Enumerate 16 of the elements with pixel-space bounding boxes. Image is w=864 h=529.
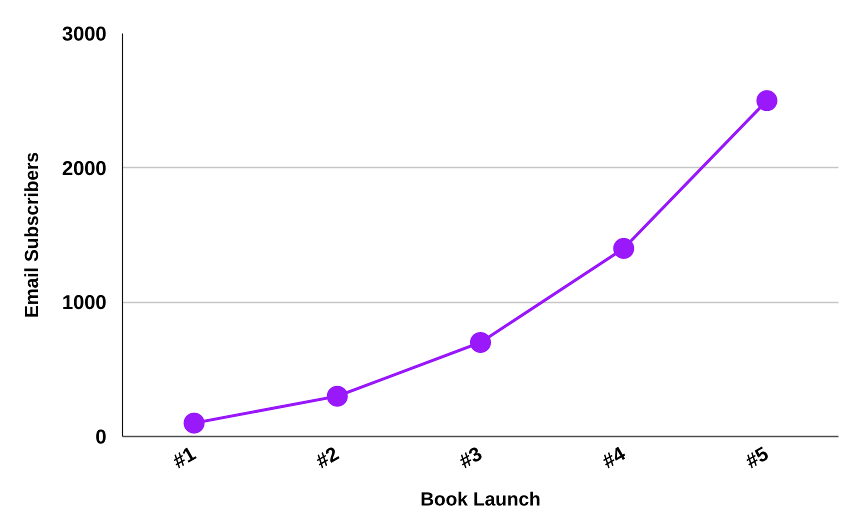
point <box>326 386 348 407</box>
y-tick-label: 2000 <box>62 158 107 180</box>
x-tick-label: #5 <box>742 442 772 474</box>
y-tick-label: 0 <box>95 426 106 448</box>
x-axis-title: Book Launch <box>420 490 541 511</box>
x-tick-label: #1 <box>169 442 200 474</box>
point <box>613 238 634 259</box>
point <box>470 332 491 353</box>
point <box>184 412 205 434</box>
x-tick-label: #4 <box>598 442 630 474</box>
x-tick-label: #2 <box>312 442 343 474</box>
x-tick-label: #3 <box>456 442 486 474</box>
y-tick-label: 3000 <box>62 24 107 46</box>
y-axis-title: Email Subscribers <box>22 152 44 318</box>
y-tick-label: 1000 <box>62 292 107 314</box>
point <box>756 90 778 112</box>
